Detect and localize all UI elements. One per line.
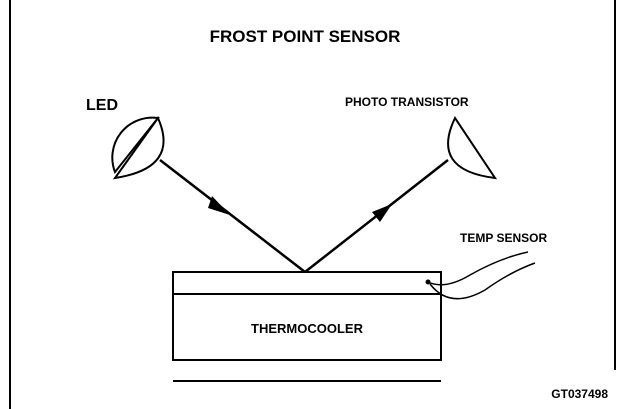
sensor-wire xyxy=(429,262,536,300)
photo-transistor-label: PHOTO TRANSISTOR xyxy=(345,95,469,109)
incident-beam xyxy=(159,159,306,273)
temp-sensor-label: TEMP SENSOR xyxy=(460,231,547,245)
thermocooler-block xyxy=(172,293,442,361)
thermocooler-label: THERMOCOOLER xyxy=(251,321,364,336)
figure-id: GT037498 xyxy=(551,387,608,401)
led xyxy=(111,116,160,174)
title: FROST POINT SENSOR xyxy=(210,27,401,46)
sensor-wire xyxy=(427,251,529,286)
led-dome xyxy=(112,115,165,180)
photo-transistor xyxy=(447,115,498,180)
arrow xyxy=(208,196,230,215)
led-label: LED xyxy=(86,97,118,114)
arrow xyxy=(372,204,392,222)
mirror-plate xyxy=(172,271,442,295)
